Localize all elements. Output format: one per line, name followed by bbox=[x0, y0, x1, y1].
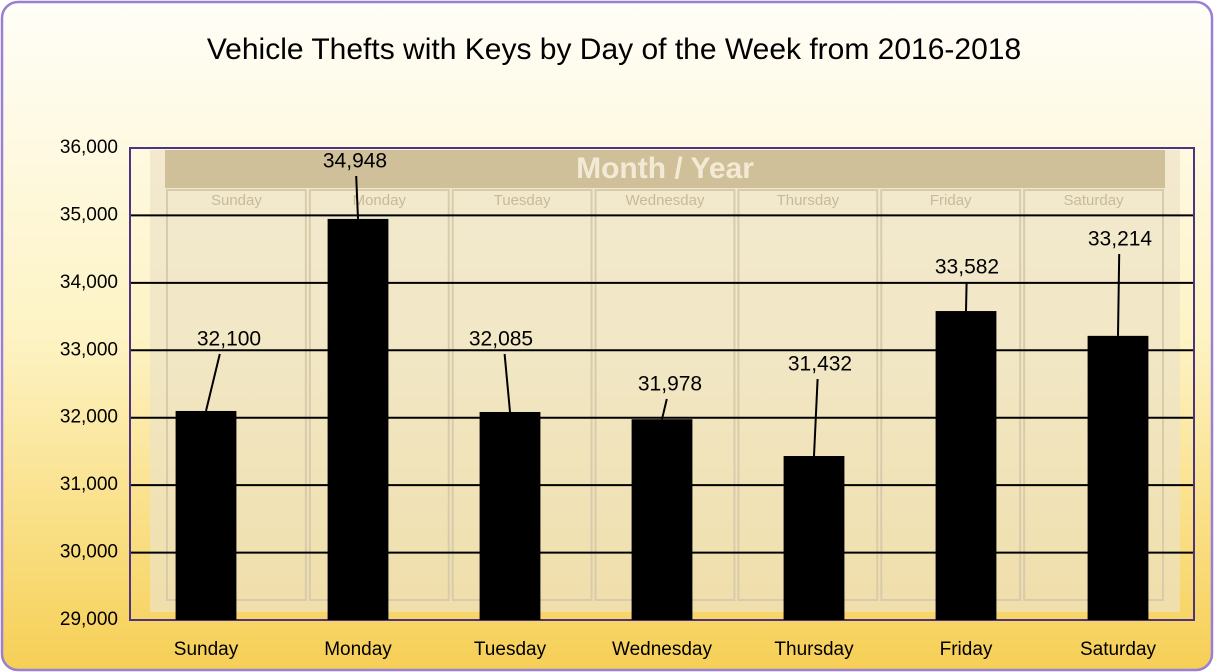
x-tick-label: Friday bbox=[940, 639, 993, 660]
data-label: 31,978 bbox=[638, 373, 702, 396]
leader-line bbox=[355, 175, 359, 219]
background-day: Wednesday bbox=[626, 192, 705, 209]
y-tick-label: 31,000 bbox=[60, 474, 118, 495]
data-label: 32,085 bbox=[469, 328, 533, 351]
y-tick-label: 36,000 bbox=[60, 137, 118, 158]
bar bbox=[327, 218, 389, 620]
background-day: Thursday bbox=[777, 192, 840, 209]
data-label: 31,432 bbox=[788, 353, 852, 376]
x-tick-label: Tuesday bbox=[474, 639, 547, 660]
data-label: 33,214 bbox=[1088, 228, 1153, 251]
y-tick-label: 34,000 bbox=[60, 272, 118, 293]
leader-line bbox=[661, 398, 668, 420]
y-tick-label: 33,000 bbox=[60, 339, 118, 360]
background-header: Month / Year bbox=[576, 152, 754, 185]
x-tick-label: Thursday bbox=[774, 639, 854, 660]
background-day: Sunday bbox=[211, 192, 262, 209]
background-day: Friday bbox=[930, 192, 972, 209]
bar bbox=[1087, 335, 1149, 620]
y-tick-label: 29,000 bbox=[60, 609, 118, 630]
x-tick-label: Monday bbox=[324, 639, 392, 660]
background-day: Tuesday bbox=[494, 192, 551, 209]
data-label: 33,582 bbox=[935, 256, 999, 279]
y-tick-label: 30,000 bbox=[60, 542, 118, 563]
data-label: 34,948 bbox=[323, 150, 387, 173]
x-tick-label: Wednesday bbox=[612, 639, 712, 660]
background-day: Saturday bbox=[1064, 192, 1125, 209]
bar bbox=[175, 410, 237, 620]
background-image: Month / Year Sunday Monday Tuesday Wednesday… bbox=[150, 150, 1180, 612]
bar bbox=[783, 456, 845, 620]
leader-line bbox=[503, 353, 511, 413]
x-tick-label: Sunday bbox=[174, 639, 239, 660]
leader-line bbox=[205, 353, 221, 412]
bar bbox=[935, 311, 997, 620]
background-day: Monday bbox=[353, 192, 407, 209]
leader-line bbox=[813, 378, 819, 457]
y-tick-label: 32,000 bbox=[60, 407, 118, 428]
data-label: 32,100 bbox=[197, 328, 261, 351]
x-tick-label: Saturday bbox=[1080, 639, 1157, 660]
chart-title: Vehicle Thefts with Keys by Day of the W… bbox=[206, 33, 1022, 66]
bar bbox=[479, 411, 541, 620]
bar bbox=[631, 419, 693, 620]
background-cell bbox=[166, 189, 307, 601]
y-tick-label: 35,000 bbox=[60, 204, 118, 225]
leader-line bbox=[965, 281, 968, 312]
leader-line bbox=[1117, 253, 1121, 336]
